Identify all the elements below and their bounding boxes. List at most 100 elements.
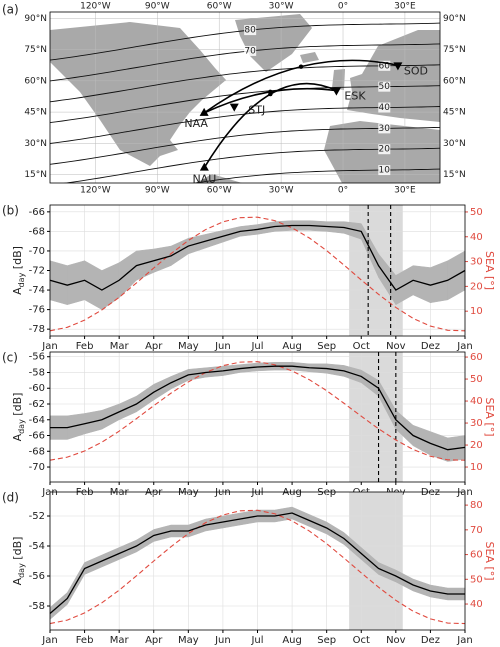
x-tick-label: Oct <box>353 635 370 646</box>
x-tick-label: Jan <box>41 635 57 646</box>
y-label-unit: [dB] <box>11 246 24 273</box>
x-tick-label: 60°W <box>207 2 232 12</box>
x-tick-label: Jan <box>41 487 57 498</box>
station-label: NAU <box>192 173 216 186</box>
y-axis-label: Aday [dB] <box>11 246 26 295</box>
contour-label: 30 <box>379 124 391 134</box>
x-tick-label: 120°W <box>80 186 111 196</box>
y-tick-label: 15°N <box>443 170 466 180</box>
y2-tick-label: 50 <box>470 374 483 385</box>
y-tick-label: 15°N <box>24 170 47 180</box>
x-tick-label: 30°W <box>269 186 294 196</box>
y2-axis-label: SEA [°] <box>483 251 496 290</box>
map-frame <box>49 11 441 184</box>
panel-label: (a) <box>2 3 19 17</box>
y-axis-label: Aday [dB] <box>11 393 26 442</box>
panel-label: (b) <box>2 204 19 218</box>
x-tick-label: Jan <box>456 635 472 646</box>
y-tick-label: 30°N <box>24 139 47 149</box>
y2-tick-label: 20 <box>470 440 483 451</box>
station-label: NAA <box>184 117 208 130</box>
plot-frame <box>49 351 466 483</box>
contour-label: 40 <box>379 103 391 113</box>
y-tick-label: -76 <box>29 305 45 316</box>
x-tick-label: 90°W <box>145 186 170 196</box>
sea-line <box>49 509 466 625</box>
y2-tick-label: 60 <box>470 352 483 363</box>
contour-line <box>50 64 440 103</box>
y-tick-label: -68 <box>29 226 45 237</box>
contour-label: 60 <box>379 61 391 71</box>
north-america <box>50 22 226 166</box>
y-tick-label: 75°N <box>24 45 47 55</box>
contour-label: 50 <box>379 82 391 92</box>
x-tick-label: Dez <box>421 635 440 646</box>
x-tick-label: Jan <box>456 487 472 498</box>
y-label-sub: day <box>17 563 26 578</box>
plot-frame <box>49 491 466 631</box>
x-tick-label: 90°W <box>145 2 170 12</box>
y-tick-label: 45°N <box>24 108 47 118</box>
x-tick-label: Oct <box>353 341 370 352</box>
x-tick-label: 30°E <box>394 186 416 196</box>
x-tick-label: Jun <box>214 635 231 646</box>
y-label-main: A <box>11 577 24 585</box>
y-tick-label: -74 <box>29 285 45 296</box>
x-tick-label: Dez <box>421 341 440 352</box>
spread-band <box>101 403 120 430</box>
contour-label: 70 <box>244 46 256 56</box>
y2-axis-label: SEA [°] <box>483 397 496 436</box>
y-tick-label: -58 <box>29 367 45 378</box>
y-tick-label: 90°N <box>443 14 466 24</box>
y2-tick-label: 40 <box>470 232 483 243</box>
y-tick-label: -66 <box>29 207 45 218</box>
x-tick-label: Jul <box>250 341 263 352</box>
station-marker <box>199 107 209 116</box>
contour-line <box>63 147 440 183</box>
x-tick-label: 30°E <box>394 2 416 12</box>
spread-band <box>430 260 448 304</box>
contour-label: 20 <box>379 145 391 155</box>
x-tick-label: Feb <box>76 635 94 646</box>
y-label-unit: [dB] <box>11 393 24 420</box>
y2-tick-label: 10 <box>470 462 483 473</box>
x-tick-label: Jul <box>250 487 263 498</box>
x-tick-label: Jun <box>214 487 231 498</box>
contour-label: 10 <box>379 166 391 176</box>
y2-tick-label: 60 <box>470 550 483 561</box>
plot-frame <box>49 204 466 337</box>
y2-tick-label: 40 <box>470 599 483 610</box>
x-tick-label: 120°W <box>80 2 111 12</box>
spread-band <box>153 376 172 401</box>
y-label-sub: day <box>17 419 26 434</box>
x-tick-label: Nov <box>386 635 406 646</box>
station-marker <box>393 62 403 71</box>
x-tick-label: 30°W <box>269 2 294 12</box>
y2-tick-label: 50 <box>470 574 483 585</box>
y2-tick-label: 10 <box>470 306 483 317</box>
y-label-main: A <box>11 287 24 295</box>
y-tick-label: -70 <box>29 246 45 257</box>
station-label: SOD <box>404 64 428 77</box>
europe <box>347 30 440 122</box>
y-tick-label: -62 <box>29 399 45 410</box>
x-tick-label: 0° <box>338 2 348 12</box>
x-tick-label: Aug <box>282 341 302 352</box>
y-tick-label: 75°N <box>443 45 466 55</box>
y-tick-label: -66 <box>29 431 45 442</box>
y-tick-label: 45°N <box>443 108 466 118</box>
x-tick-label: Feb <box>76 341 94 352</box>
y-tick-label: 90°N <box>24 14 47 24</box>
y-tick-label: 60°N <box>24 76 47 86</box>
x-tick-label: Apr <box>145 341 163 352</box>
map-overlay: 10 20 30 40 50 60 70 80 NAA NAU STJ ESK SOD <box>50 12 440 186</box>
x-tick-label: Jul <box>250 635 263 646</box>
y2-tick-label: 70 <box>470 525 483 536</box>
y-tick-label: -72 <box>29 266 45 277</box>
y-label-sub: day <box>17 272 26 287</box>
y-tick-label: 60°N <box>443 76 466 86</box>
y-tick-label: -56 <box>29 352 45 363</box>
x-tick-label: May <box>178 635 199 646</box>
x-tick-label: Jun <box>214 341 231 352</box>
